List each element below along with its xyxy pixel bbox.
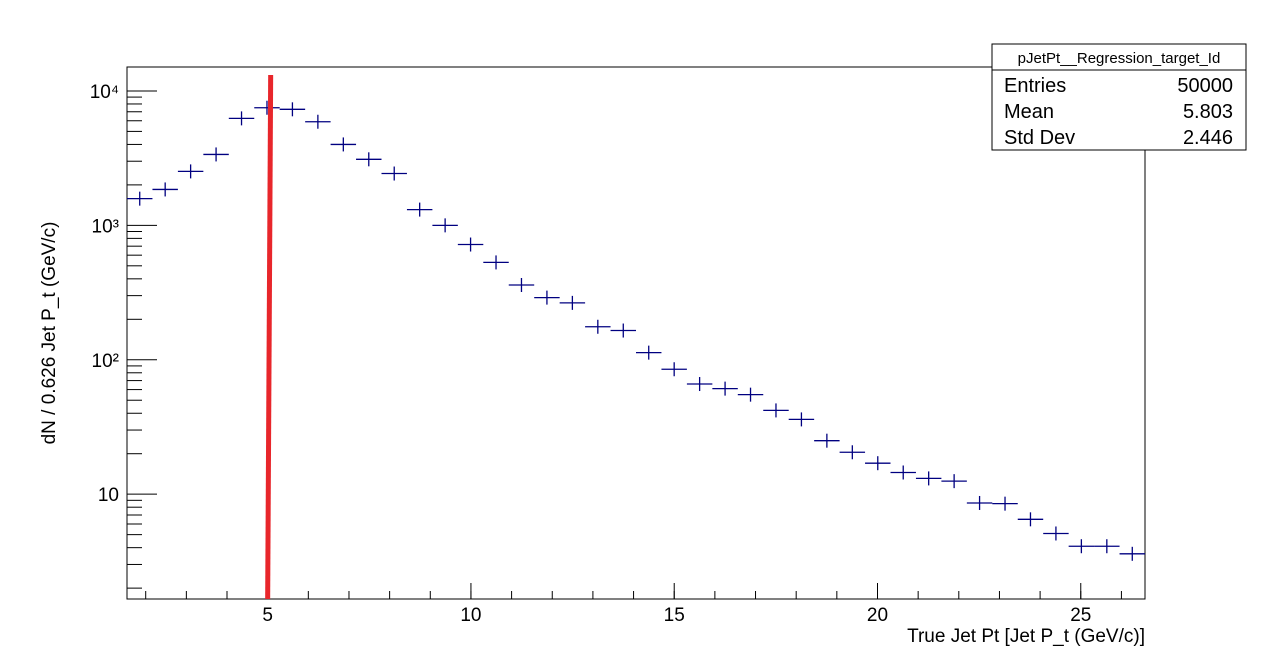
bin-marker (661, 362, 687, 377)
bin-marker (712, 381, 738, 396)
vertical-marker (265, 74, 274, 600)
x-tick-label: 5 (262, 605, 273, 626)
bin-marker (839, 445, 866, 460)
stats-label: Entries (1004, 75, 1066, 97)
stats-box (991, 43, 1247, 151)
bin-marker (381, 166, 407, 181)
bin-marker (1119, 546, 1145, 561)
bin-marker (254, 100, 280, 115)
bin-marker (686, 377, 713, 392)
x-tick-label: 25 (1070, 605, 1091, 626)
bin-marker (737, 387, 764, 402)
bin-marker (585, 319, 611, 334)
bin-marker (432, 218, 458, 233)
stats-title: pJetPt__Regression_target_Id (1018, 50, 1221, 67)
bin-marker (610, 323, 636, 338)
y-tick-label: 10³ (92, 216, 119, 237)
bin-marker (788, 412, 815, 427)
bin-marker (992, 496, 1018, 511)
bin-marker (1017, 512, 1044, 527)
bin-marker (941, 474, 967, 489)
bin-marker (152, 182, 178, 197)
bin-marker (636, 345, 662, 360)
bin-marker (457, 237, 484, 252)
bin-marker (814, 433, 840, 448)
bin-marker (483, 255, 509, 270)
y-tick-label: 10⁴ (90, 82, 119, 103)
x-tick-label: 15 (664, 605, 685, 626)
bin-marker (406, 202, 433, 217)
bin-marker (865, 456, 891, 471)
bin-marker (203, 147, 229, 162)
bin-marker (279, 102, 306, 117)
bin-marker (966, 495, 993, 510)
bin-marker (1068, 539, 1095, 554)
bin-marker (890, 465, 916, 480)
y-axis-title: dN / 0.626 Jet P_t (GeV/c) (39, 222, 60, 445)
y-tick-label: 10² (92, 351, 119, 372)
bin-marker (508, 277, 535, 292)
bin-marker (559, 295, 586, 310)
x-axis-title: True Jet Pt [Jet P_t (GeV/c)] (907, 626, 1145, 647)
bin-marker (177, 164, 204, 179)
bin-marker (305, 114, 331, 129)
bin-marker (1043, 526, 1069, 541)
bin-marker (1094, 539, 1120, 554)
bin-marker (228, 111, 255, 126)
y-tick-label: 10 (98, 485, 119, 506)
bin-marker (915, 471, 942, 486)
stats-label: Mean (1004, 101, 1054, 123)
stats-value: 2.446 (1183, 127, 1233, 149)
bin-marker (763, 403, 789, 418)
stats-value: 5.803 (1183, 101, 1233, 123)
bin-marker (356, 152, 382, 167)
stats-label: Std Dev (1004, 127, 1075, 149)
stats-value: 50000 (1177, 75, 1233, 97)
x-tick-label: 10 (460, 605, 481, 626)
x-tick-label: 20 (867, 605, 888, 626)
bin-marker (534, 290, 560, 305)
plot-frame (126, 66, 1146, 600)
bin-marker (330, 137, 357, 152)
bin-marker (127, 191, 153, 206)
